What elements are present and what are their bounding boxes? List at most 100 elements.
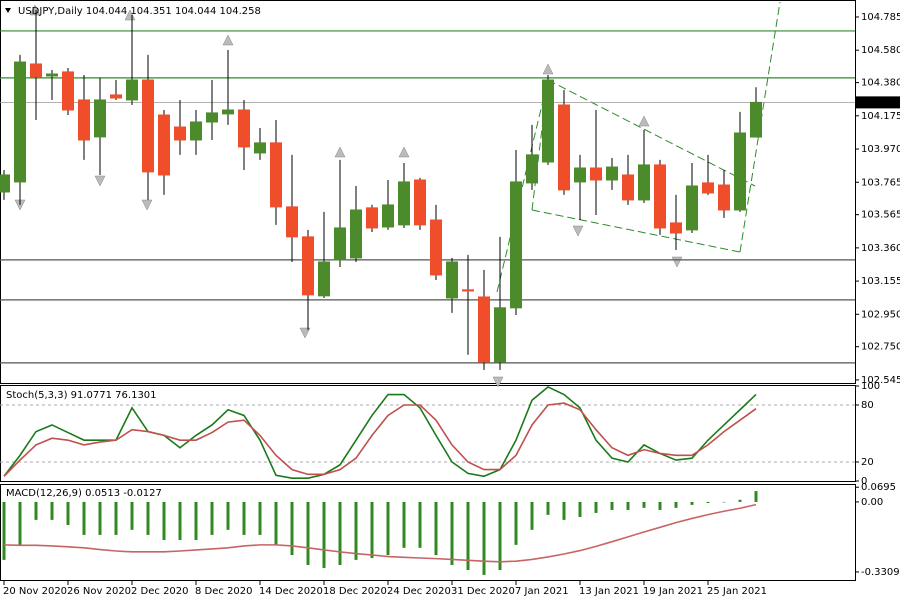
arrow-down bbox=[492, 376, 504, 388]
macd-bar bbox=[690, 501, 694, 505]
candle-body bbox=[350, 209, 362, 259]
macd-bar bbox=[2, 501, 6, 560]
macd-bar bbox=[434, 501, 438, 556]
candle-body bbox=[494, 307, 506, 363]
macd-title: MACD(12,26,9) 0.0513 -0.0127 bbox=[6, 488, 162, 499]
candle-body bbox=[686, 185, 698, 231]
stoch-line bbox=[3, 386, 757, 479]
stoch-title: Stoch(5,3,3) 91.0771 76.1301 bbox=[6, 390, 157, 401]
candle-body bbox=[462, 289, 474, 292]
x-tick-label: 31 Dec 2020 bbox=[451, 586, 515, 597]
x-tick-label: 18 Dec 2020 bbox=[323, 586, 387, 597]
candle-body bbox=[318, 261, 330, 297]
y-tick-label: 0.00 bbox=[861, 497, 883, 508]
y-tick-label: 103.565 bbox=[861, 210, 900, 221]
macd-bar bbox=[322, 501, 326, 568]
y-tick-label: 103.155 bbox=[861, 276, 900, 287]
y-tick-label: 104.580 bbox=[861, 45, 900, 56]
candle-body bbox=[286, 206, 298, 238]
arrow-up bbox=[29, 4, 41, 16]
x-tick-label: 26 Nov 2020 bbox=[67, 586, 131, 597]
y-tick-label: 102.950 bbox=[861, 309, 900, 320]
x-tick-label: 24 Dec 2020 bbox=[387, 586, 451, 597]
x-tick-label: 20 Nov 2020 bbox=[3, 586, 67, 597]
x-tick-label: 2 Dec 2020 bbox=[131, 586, 189, 597]
channel-upper bbox=[547, 79, 756, 187]
candle-body bbox=[190, 121, 202, 141]
macd-bar bbox=[626, 501, 630, 510]
candle-body bbox=[142, 79, 154, 173]
y-tick-label: 0 bbox=[861, 476, 867, 487]
macd-bar bbox=[530, 501, 534, 530]
candle-body bbox=[734, 132, 746, 211]
candle-body bbox=[14, 61, 26, 183]
x-tick-label: 25 Jan 2021 bbox=[707, 586, 767, 597]
chart-title: USDJPY,Daily 104.044 104.351 104.044 104… bbox=[18, 6, 261, 17]
arrow-down bbox=[94, 175, 106, 187]
rally-line bbox=[496, 79, 549, 293]
candle-body bbox=[590, 167, 602, 181]
macd-bar bbox=[354, 501, 358, 560]
y-tick-label: 80 bbox=[861, 400, 874, 411]
arrow-up bbox=[334, 146, 346, 158]
y-tick-label: 20 bbox=[861, 457, 874, 468]
macd-bar bbox=[706, 501, 710, 503]
candle-body bbox=[254, 142, 266, 154]
macd-bar bbox=[514, 501, 518, 545]
arrow-down bbox=[299, 327, 311, 339]
fractal-arrows bbox=[14, 4, 683, 388]
y-tick-label: 104.175 bbox=[861, 111, 900, 122]
candle-body bbox=[222, 109, 234, 115]
macd-bar bbox=[34, 501, 38, 520]
macd-bar bbox=[738, 499, 742, 502]
y-tick-label: 0.0695 bbox=[861, 482, 896, 493]
arrow-down bbox=[141, 199, 153, 211]
candle-body bbox=[638, 164, 650, 201]
macd-bar bbox=[114, 501, 118, 535]
macd-bar bbox=[450, 501, 454, 565]
macd-bar bbox=[274, 501, 278, 545]
x-tick-label: 13 Jan 2021 bbox=[579, 586, 639, 597]
macd-bar bbox=[722, 501, 726, 503]
candle-body bbox=[206, 112, 218, 123]
candle-body bbox=[654, 164, 666, 229]
y-tick-label: 103.360 bbox=[861, 243, 900, 254]
macd-bar bbox=[18, 501, 22, 545]
price-tag: 104.258 bbox=[860, 97, 900, 108]
candle-body bbox=[366, 207, 378, 229]
y-tick-label: -0.3309 bbox=[861, 567, 900, 578]
macd-bar bbox=[386, 501, 390, 556]
macd-bar bbox=[162, 501, 166, 541]
candle-body bbox=[46, 73, 58, 77]
macd-panel-frame bbox=[0, 484, 856, 581]
candle-body bbox=[430, 219, 442, 276]
macd-bar bbox=[226, 501, 230, 530]
arrow-down bbox=[572, 225, 584, 237]
macd-bar bbox=[594, 501, 598, 513]
collapse-icon bbox=[5, 8, 11, 13]
candle-body bbox=[78, 99, 90, 141]
macd-bar bbox=[754, 491, 758, 502]
macd-signal bbox=[3, 503, 757, 563]
candle-body bbox=[174, 126, 186, 141]
candle-body bbox=[30, 63, 42, 78]
macd-bar bbox=[130, 501, 134, 530]
candle-body bbox=[126, 79, 138, 101]
arrow-up bbox=[222, 34, 234, 46]
price-tag-bg bbox=[856, 96, 900, 109]
candle-body bbox=[0, 174, 10, 193]
macd-bar bbox=[546, 501, 550, 515]
stoch-line bbox=[3, 402, 757, 477]
candle-body bbox=[62, 71, 74, 111]
candle-body bbox=[446, 261, 458, 299]
macd-bar bbox=[258, 501, 262, 535]
x-tick-label: 8 Dec 2020 bbox=[195, 586, 253, 597]
y-tick-label: 100 bbox=[861, 381, 880, 392]
candle-body bbox=[718, 184, 730, 211]
stoch-panel-frame bbox=[0, 385, 856, 482]
candle-body bbox=[558, 104, 570, 191]
candle-body bbox=[574, 167, 586, 183]
candle-body bbox=[414, 179, 426, 226]
